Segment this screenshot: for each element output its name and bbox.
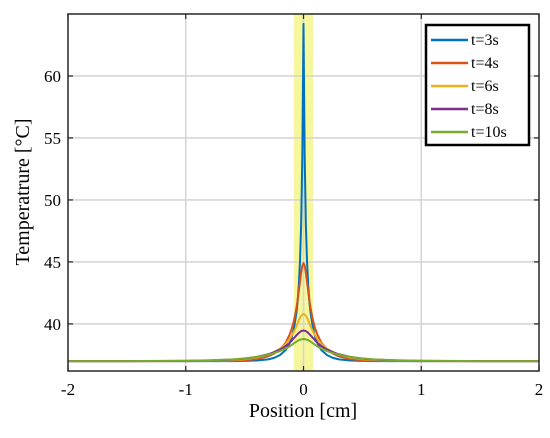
y-tick-label: 60 [44,67,61,86]
y-tick-label: 55 [44,129,61,148]
series-lines [68,22,539,363]
x-tick-label: 2 [535,380,544,399]
y-tick-label: 40 [44,315,61,334]
axis-ticks: -2 -1 0 1 2 40 45 50 55 60 [44,14,543,399]
y-axis-label: Temperatrure [°C] [12,118,34,265]
legend-label: t=8s [471,101,499,118]
legend-label: t=4s [471,55,499,72]
x-tick-label: -1 [179,380,193,399]
x-tick-label: -2 [61,380,75,399]
legend-label: t=3s [471,32,499,49]
legend-label: t=6s [471,78,499,95]
series-line-2 [68,262,539,363]
legend-items: t=3s t=4s t=6s t=8s t=10s [431,32,507,141]
series-line-1 [68,22,539,363]
y-tick-label: 50 [44,191,61,210]
x-tick-label: 1 [417,380,426,399]
legend: t=3s t=4s t=6s t=8s t=10s [424,23,531,147]
legend-label: t=10s [471,124,507,141]
legend-box [424,23,531,147]
x-tick-label: 0 [299,380,308,399]
x-axis-label: Position [cm] [249,400,357,422]
y-tick-label: 45 [44,253,61,272]
series-line-5 [68,338,539,363]
grid-lines [68,14,539,371]
